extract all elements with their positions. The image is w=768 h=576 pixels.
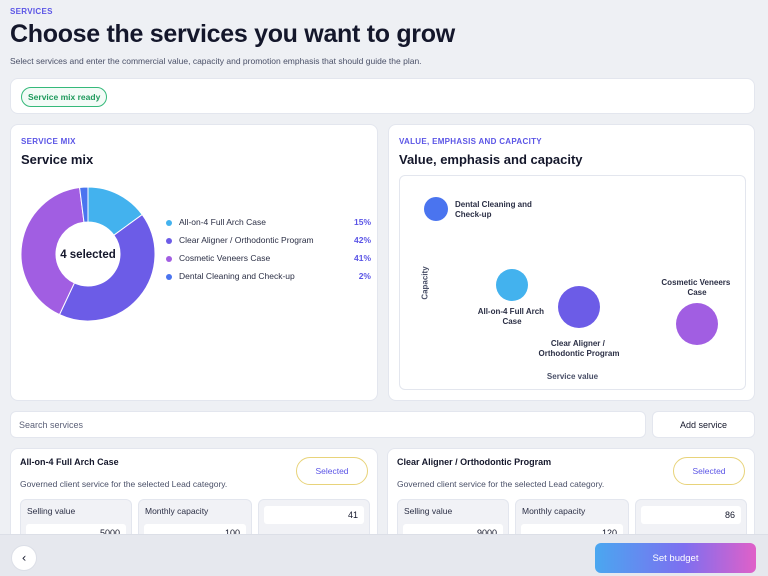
bubble-label-line: Dental Cleaning and [455,200,532,209]
add-service-button[interactable]: Add service [652,411,755,438]
bubble-label: Dental Cleaning and Check-up [455,200,534,219]
footer-bar: ‹ Set budget [0,534,768,576]
legend-item: Clear Aligner / Orthodontic Program 42% [166,233,371,251]
legend-label: Cosmetic Veneers Case [179,253,271,263]
x-axis-label: Service value [546,372,599,381]
legend-percent: 2% [358,271,371,281]
service-mix-title: Service mix [21,152,94,167]
legend-dot [166,256,172,262]
legend-label: Dental Cleaning and Check-up [179,271,295,281]
selling-value-label: Selling value [27,506,76,516]
search-input[interactable] [10,411,646,438]
bubble-chart: Dental Cleaning and Check-up All-on-4 Fu… [424,197,732,358]
status-card: Service mix ready [10,78,755,114]
donut-center-label: 4 selected [60,249,116,261]
legend-dot [166,274,172,280]
value-emphasis-title: Value, emphasis and capacity [399,152,583,167]
bubble-dental-cleaning[interactable] [424,197,448,221]
donut-slice [20,186,85,316]
legend-percent: 42% [353,235,371,245]
legend-item: All-on-4 Full Arch Case 15% [166,215,371,233]
legend-item: Cosmetic Veneers Case 41% [166,251,371,269]
legend-item: Dental Cleaning and Check-up 2% [166,269,371,287]
y-axis-label: Capacity [420,266,430,300]
page-eyebrow: SERVICES [10,7,53,16]
value-emphasis-eyebrow: VALUE, EMPHASIS AND CAPACITY [399,137,542,146]
bubble-label-line: Cosmetic Veneers [661,278,730,287]
service-title: All-on-4 Full Arch Case [20,457,119,467]
legend-percent: 15% [353,217,371,227]
selected-toggle-button[interactable]: Selected [673,457,745,485]
bubble-label: Clear Aligner / Orthodontic Program [539,339,620,358]
bubble-label-line: Orthodontic Program [539,349,620,358]
service-mix-card: SERVICE MIX Service mix 4 selected All-o… [10,124,378,401]
status-badge: Service mix ready [21,87,108,107]
back-button[interactable]: ‹ [11,545,37,571]
bubble-all-on-4[interactable] [496,269,528,301]
bubble-clear-aligner[interactable] [558,286,600,328]
bubble-cosmetic-veneers[interactable] [676,303,718,345]
service-mix-legend: All-on-4 Full Arch Case 15% Clear Aligne… [166,215,371,287]
set-budget-button[interactable]: Set budget [595,543,756,573]
bubble-plot: Dental Cleaning and Check-up All-on-4 Fu… [399,175,746,390]
page-title: Choose the services you want to grow [10,20,455,48]
legend-dot [166,220,172,226]
bubble-label-line: Clear Aligner / [551,339,606,348]
service-mix-donut: 4 selected [20,186,156,322]
service-title: Clear Aligner / Orthodontic Program [397,457,552,467]
legend-dot [166,238,172,244]
bubble-label-line: Case [687,288,707,297]
value-emphasis-card: VALUE, EMPHASIS AND CAPACITY Value, emph… [388,124,755,401]
service-description: Governed client service for the selected… [397,479,605,489]
donut-slice [79,186,89,223]
emphasis-input[interactable]: 86 [641,506,741,524]
page-subtitle: Select services and enter the commercial… [10,56,422,66]
bubble-label-line: All-on-4 Full Arch [478,307,544,316]
donut-slice [58,213,156,322]
bubble-label: Cosmetic Veneers Case [661,278,732,297]
emphasis-input[interactable]: 41 [264,506,364,524]
legend-percent: 41% [353,253,371,263]
bubble-label: All-on-4 Full Arch Case [478,307,547,326]
monthly-capacity-label: Monthly capacity [145,506,209,516]
monthly-capacity-label: Monthly capacity [522,506,586,516]
service-mix-eyebrow: SERVICE MIX [21,137,76,146]
selected-toggle-button[interactable]: Selected [296,457,368,485]
bubble-label-line: Check-up [455,210,492,219]
selling-value-label: Selling value [404,506,453,516]
legend-label: Clear Aligner / Orthodontic Program [179,235,314,245]
bubble-label-line: Case [502,317,522,326]
legend-label: All-on-4 Full Arch Case [179,217,266,227]
service-description: Governed client service for the selected… [20,479,228,489]
